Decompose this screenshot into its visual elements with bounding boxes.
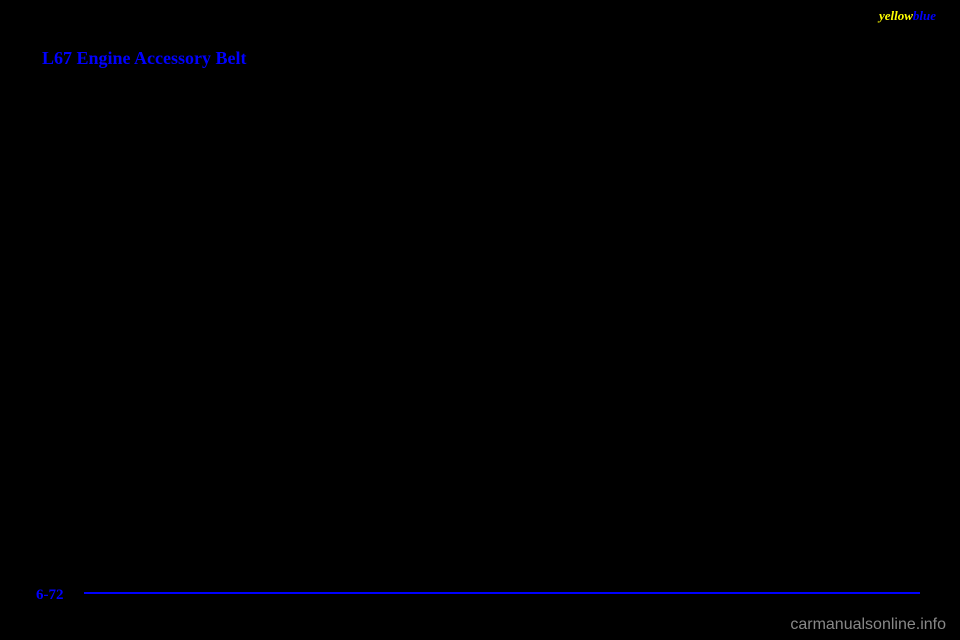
header-yellow-text: yellow [879,8,913,23]
watermark: carmanualsonline.info [790,616,946,634]
header-brand: yellowblue [879,8,936,24]
header-blue-text: blue [913,8,936,23]
footer-divider [84,592,920,594]
page-number: 6-72 [36,587,64,604]
page-title: L67 Engine Accessory Belt [42,48,247,69]
